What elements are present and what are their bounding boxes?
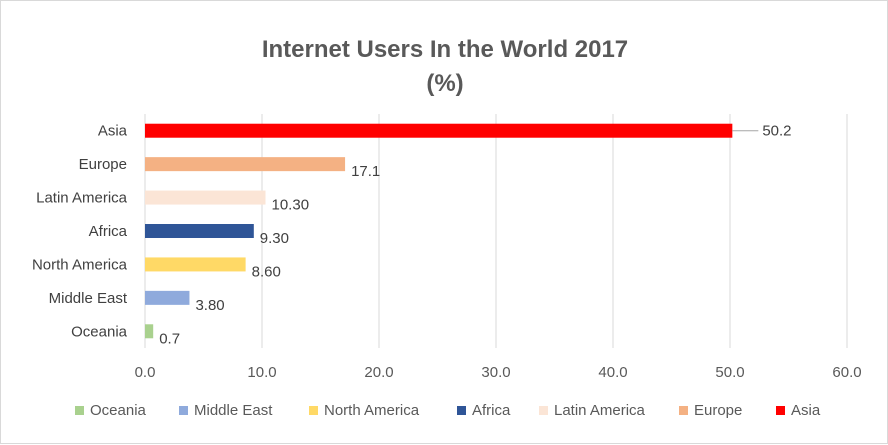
bar-middle-east (145, 290, 190, 305)
legend-label: Oceania (90, 402, 147, 419)
legend-label: Asia (791, 402, 821, 419)
bar-asia (145, 123, 733, 138)
legend-label: Europe (694, 402, 742, 419)
chart-title: Internet Users In the World 2017 (261, 36, 629, 63)
category-label: Africa (89, 223, 128, 240)
legend-swatch (309, 406, 318, 415)
bar-latin-america (145, 190, 266, 205)
category-label: Europe (79, 156, 127, 173)
data-label: 0.7 (159, 330, 180, 347)
legend-label: North America (324, 402, 420, 419)
legend-swatch (457, 406, 466, 415)
legend-swatch (179, 406, 188, 415)
category-label: Middle East (49, 290, 128, 307)
x-tick-label: 30.0 (481, 364, 510, 381)
x-tick-label: 0.0 (135, 364, 156, 381)
bar-north-america (145, 257, 246, 272)
data-label: 50.2 (762, 123, 791, 140)
bar-africa (145, 224, 254, 238)
legend-swatch (539, 406, 548, 415)
data-label: 10.30 (272, 197, 310, 214)
x-tick-label: 40.0 (598, 364, 627, 381)
legend-label: Middle East (194, 402, 273, 419)
category-label: Asia (98, 123, 128, 140)
legend-swatch (679, 406, 688, 415)
category-label: Latin America (36, 190, 128, 207)
bar-europe (145, 157, 346, 172)
x-tick-label: 10.0 (247, 364, 276, 381)
legend-swatch (75, 406, 84, 415)
data-label: 9.30 (260, 230, 289, 247)
data-label: 3.80 (195, 297, 224, 314)
legend-label: Latin America (554, 402, 646, 419)
x-tick-label: 60.0 (832, 364, 861, 381)
data-label: 8.60 (252, 263, 281, 280)
category-label: Oceania (71, 323, 128, 340)
legend-label: Africa (472, 402, 511, 419)
category-label: North America (32, 256, 128, 273)
x-tick-label: 50.0 (715, 364, 744, 381)
chart-subtitle: (%) (426, 70, 464, 97)
legend-swatch (776, 406, 785, 415)
x-tick-label: 20.0 (364, 364, 393, 381)
data-label: 17.1 (351, 163, 380, 180)
bar-oceania (145, 324, 154, 339)
